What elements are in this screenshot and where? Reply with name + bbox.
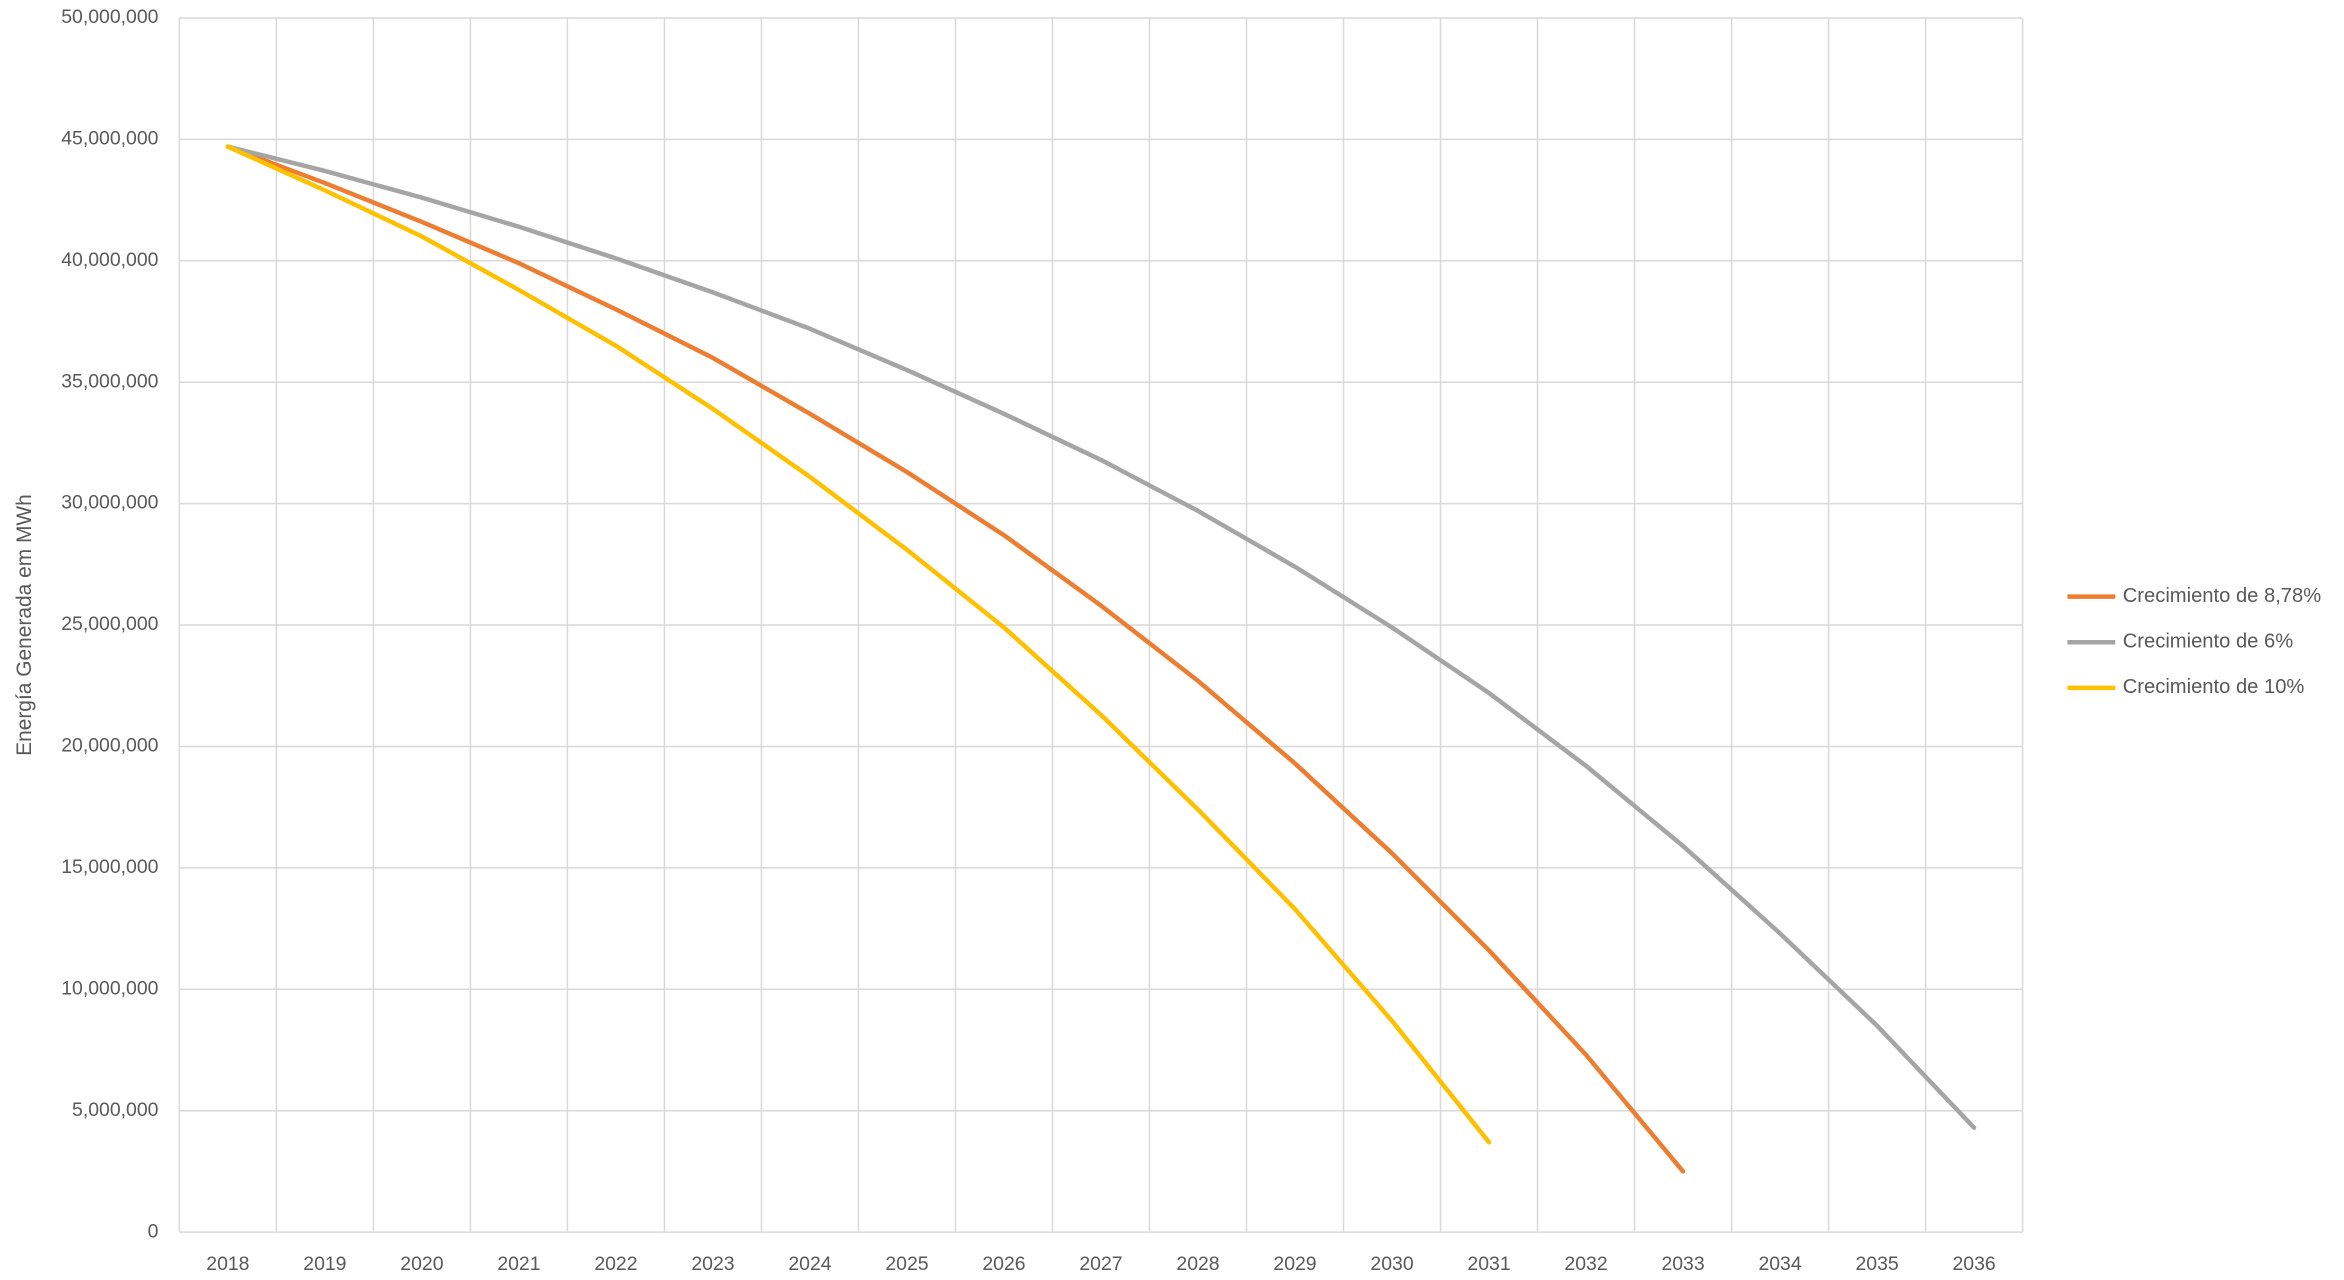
legend-label: Crecimiento de 6% xyxy=(2123,631,2293,653)
y-tick-label: 35,000,000 xyxy=(61,370,158,392)
y-tick-label: 15,000,000 xyxy=(61,856,158,878)
x-tick-label: 2036 xyxy=(1952,1253,1995,1275)
x-tick-label: 2035 xyxy=(1855,1253,1898,1275)
x-tick-label: 2019 xyxy=(303,1253,346,1275)
x-tick-label: 2027 xyxy=(1079,1253,1122,1275)
legend-label: Crecimiento de 10% xyxy=(2123,676,2305,698)
y-tick-label: 0 xyxy=(148,1220,159,1242)
x-tick-label: 2026 xyxy=(982,1253,1025,1275)
data-line xyxy=(225,144,1686,1174)
x-tick-label: 2033 xyxy=(1661,1253,1704,1275)
y-axis-label: Energía Generada em MWh xyxy=(13,494,36,756)
x-tick-label: 2029 xyxy=(1273,1253,1316,1275)
x-tick-label: 2030 xyxy=(1370,1253,1413,1275)
x-tick-label: 2034 xyxy=(1758,1253,1801,1275)
y-tick-label: 25,000,000 xyxy=(61,613,158,635)
y-tick-label: 45,000,000 xyxy=(61,127,158,149)
y-tick-label: 30,000,000 xyxy=(61,492,158,514)
x-tick-label: 2022 xyxy=(594,1253,637,1275)
data-line xyxy=(225,144,1492,1145)
x-tick-label: 2032 xyxy=(1564,1253,1607,1275)
x-tick-label: 2024 xyxy=(788,1253,831,1275)
y-tick-label: 50,000,000 xyxy=(61,6,158,28)
legend-label: Crecimiento de 8,78% xyxy=(2123,585,2321,607)
y-tick-label: 40,000,000 xyxy=(61,249,158,271)
y-tick-label: 20,000,000 xyxy=(61,735,158,757)
x-tick-label: 2020 xyxy=(400,1253,443,1275)
x-tick-label: 2025 xyxy=(885,1253,928,1275)
x-tick-label: 2028 xyxy=(1176,1253,1219,1275)
x-tick-label: 2031 xyxy=(1467,1253,1510,1275)
x-tick-label: 2023 xyxy=(691,1253,734,1275)
data-line xyxy=(225,144,1977,1130)
x-tick-label: 2018 xyxy=(206,1253,249,1275)
x-tick-label: 2021 xyxy=(497,1253,540,1275)
y-tick-label: 5,000,000 xyxy=(72,1099,159,1121)
y-tick-label: 10,000,000 xyxy=(61,977,158,999)
